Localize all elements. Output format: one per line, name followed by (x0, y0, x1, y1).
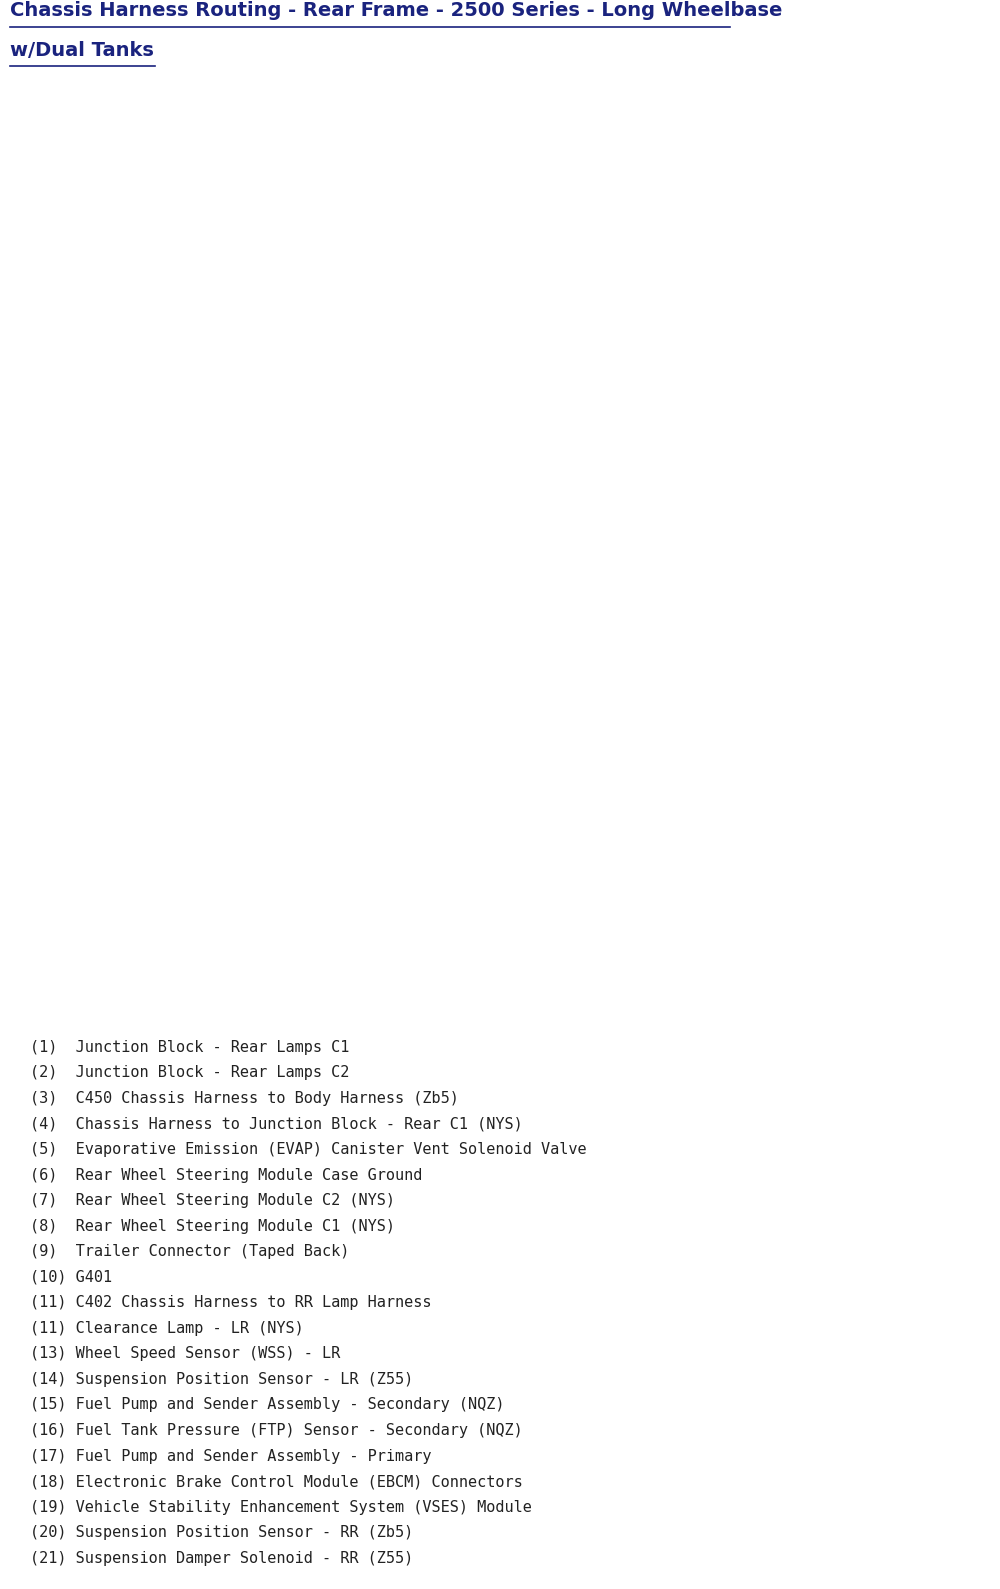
Text: 3: 3 (712, 872, 719, 882)
Text: (20) Suspension Position Sensor - RR (Zb5): (20) Suspension Position Sensor - RR (Zb… (30, 1525, 413, 1540)
Text: 6: 6 (869, 794, 876, 804)
Text: 21: 21 (337, 794, 350, 804)
Text: (9)  Trailer Connector (Taped Back): (9) Trailer Connector (Taped Back) (30, 1244, 349, 1258)
Text: 12: 12 (807, 280, 820, 289)
Text: (8)  Rear Wheel Steering Module C1 (NYS): (8) Rear Wheel Steering Module C1 (NYS) (30, 1219, 395, 1233)
Text: 5: 5 (835, 842, 841, 853)
Text: (13) Wheel Speed Sensor (WSS) - LR: (13) Wheel Speed Sensor (WSS) - LR (30, 1346, 340, 1362)
Text: 20: 20 (293, 794, 306, 804)
Text: w/Dual Tanks: w/Dual Tanks (10, 41, 154, 59)
Text: (1)  Junction Block - Rear Lamps C1: (1) Junction Block - Rear Lamps C1 (30, 1039, 349, 1055)
Text: 13: 13 (689, 183, 703, 192)
Bar (887, 413, 903, 429)
Text: 2: 2 (653, 895, 660, 904)
Text: (18) Electronic Brake Control Module (EBCM) Connectors: (18) Electronic Brake Control Module (EB… (30, 1475, 523, 1489)
Text: 4: 4 (766, 904, 773, 914)
Bar (843, 358, 865, 381)
Text: (6)  Rear Wheel Steering Module Case Ground: (6) Rear Wheel Steering Module Case Grou… (30, 1168, 422, 1182)
Text: (14) Suspension Position Sensor - LR (Z55): (14) Suspension Position Sensor - LR (Z5… (30, 1371, 413, 1387)
Text: 15: 15 (523, 183, 536, 192)
Text: (11) C402 Chassis Harness to RR Lamp Harness: (11) C402 Chassis Harness to RR Lamp Har… (30, 1295, 432, 1311)
Text: (19) Vehicle Stability Enhancement System (VSES) Module: (19) Vehicle Stability Enhancement Syste… (30, 1500, 532, 1514)
Bar (128, 308, 304, 397)
Text: 18: 18 (33, 690, 46, 699)
Text: (21) Suspension Damper Solenoid - RR (Z55): (21) Suspension Damper Solenoid - RR (Z5… (30, 1551, 413, 1565)
Text: 11: 11 (944, 424, 957, 434)
Text: 8: 8 (923, 682, 930, 691)
Text: 1: 1 (604, 852, 611, 861)
Text: (4)  Chassis Harness to Junction Block - Rear C1 (NYS): (4) Chassis Harness to Junction Block - … (30, 1117, 523, 1131)
Text: (3)  C450 Chassis Harness to Body Harness (Zb5): (3) C450 Chassis Harness to Body Harness… (30, 1092, 459, 1106)
Text: (16) Fuel Tank Pressure (FTP) Sensor - Secondary (NQZ): (16) Fuel Tank Pressure (FTP) Sensor - S… (30, 1424, 523, 1438)
Bar (324, 308, 500, 397)
Text: 14: 14 (601, 183, 614, 192)
Text: 7: 7 (898, 739, 905, 748)
Text: (2)  Junction Block - Rear Lamps C2: (2) Junction Block - Rear Lamps C2 (30, 1065, 349, 1081)
Text: Chassis Harness Routing - Rear Frame - 2500 Series - Long Wheelbase: Chassis Harness Routing - Rear Frame - 2… (10, 2, 782, 21)
Text: 10: 10 (941, 513, 954, 523)
Bar (904, 439, 917, 453)
Text: (10) G401: (10) G401 (30, 1270, 112, 1286)
Text: (5)  Evaporative Emission (EVAP) Canister Vent Solenoid Valve: (5) Evaporative Emission (EVAP) Canister… (30, 1142, 587, 1157)
Text: 9: 9 (940, 601, 946, 612)
Bar (868, 386, 885, 405)
Text: 16: 16 (464, 183, 477, 192)
Text: (17) Fuel Pump and Sender Assembly - Primary: (17) Fuel Pump and Sender Assembly - Pri… (30, 1449, 432, 1463)
Text: (15) Fuel Pump and Sender Assembly - Secondary (NQZ): (15) Fuel Pump and Sender Assembly - Sec… (30, 1397, 505, 1413)
Text: 19: 19 (82, 183, 95, 192)
Text: (11) Clearance Lamp - LR (NYS): (11) Clearance Lamp - LR (NYS) (30, 1320, 304, 1336)
Text: (7)  Rear Wheel Steering Module C2 (NYS): (7) Rear Wheel Steering Module C2 (NYS) (30, 1193, 395, 1208)
Text: 17: 17 (288, 183, 301, 192)
